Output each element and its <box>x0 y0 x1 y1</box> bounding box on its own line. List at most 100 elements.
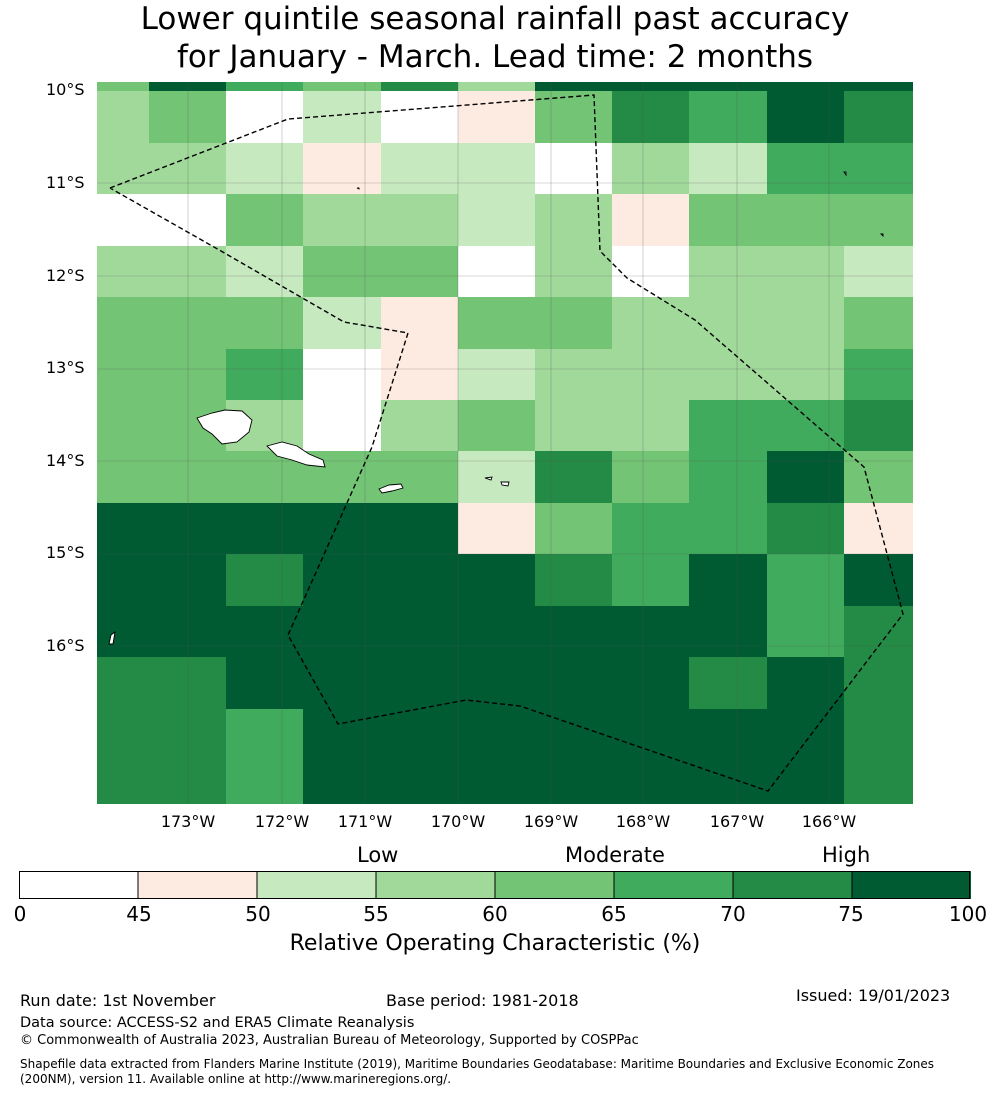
map-cell <box>844 246 913 297</box>
map-cell <box>381 554 458 606</box>
map-cell <box>844 451 913 503</box>
map-cell <box>612 709 689 804</box>
map-cell <box>226 349 303 400</box>
map-cell <box>844 606 913 657</box>
map-cell <box>97 657 149 709</box>
map-cell <box>844 91 913 143</box>
lat-label-16s: 16°S <box>46 636 85 655</box>
category-moderate: Moderate <box>565 843 665 867</box>
colorbar-segment-55-60 <box>376 871 495 899</box>
map-cell <box>381 82 458 91</box>
upolu-island <box>266 441 326 468</box>
lat-label-10s: 10°S <box>46 80 85 99</box>
colorbar-tick-0: 0 <box>13 902 27 926</box>
map-cell <box>767 194 844 246</box>
lon-label-167w: 167°W <box>709 812 765 831</box>
map-cell <box>97 709 149 804</box>
colorbar-label: Relative Operating Characteristic (%) <box>289 931 701 956</box>
issued-date: Issued: 19/01/2023 <box>796 986 951 1005</box>
map-cell <box>97 349 149 400</box>
map-cell <box>458 297 535 349</box>
map-cell <box>149 143 226 194</box>
map-cell <box>767 82 844 91</box>
map-title: Lower quintile seasonal rainfall past ac… <box>0 0 990 76</box>
map-cell <box>535 400 612 451</box>
map-cell <box>303 709 381 804</box>
map-cell <box>689 194 767 246</box>
map-cell <box>689 143 767 194</box>
rainfall-accuracy-map <box>97 82 913 804</box>
map-cell <box>767 400 844 451</box>
map-cell <box>689 606 767 657</box>
map-cell <box>689 246 767 297</box>
map-cell <box>458 91 535 143</box>
map-cell <box>535 246 612 297</box>
map-cell <box>149 194 226 246</box>
run-date: Run date: 1st November <box>20 991 216 1010</box>
map-cell <box>149 246 226 297</box>
map-cell <box>381 91 458 143</box>
map-cell <box>303 349 381 400</box>
map-cell <box>844 82 913 91</box>
map-cell <box>535 606 612 657</box>
title-line-1: Lower quintile seasonal rainfall past ac… <box>140 1 850 37</box>
map-cell <box>303 194 381 246</box>
map-cell <box>612 91 689 143</box>
colorbar-segment-60-65 <box>495 871 614 899</box>
map-cell <box>535 709 612 804</box>
copyright: © Commonwealth of Australia 2023, Austra… <box>20 1033 639 1048</box>
map-cell <box>458 503 535 554</box>
islands <box>108 171 884 645</box>
map-cell <box>381 246 458 297</box>
map-cell <box>381 451 458 503</box>
map-cell <box>535 82 612 91</box>
map-cell <box>381 194 458 246</box>
map-cell <box>458 400 535 451</box>
map-cell <box>149 451 226 503</box>
map-cell <box>303 82 381 91</box>
map-cell <box>844 400 913 451</box>
map-cell <box>689 82 767 91</box>
colorbar-tick-60: 60 <box>482 902 508 926</box>
map-cell <box>767 349 844 400</box>
map-cell <box>612 554 689 606</box>
map-cell <box>226 297 303 349</box>
shapefile-credit: Shapefile data extracted from Flanders M… <box>20 1057 935 1086</box>
map-cell <box>97 82 149 91</box>
map-cell <box>458 246 535 297</box>
lon-label-169w: 169°W <box>523 812 579 831</box>
map-cell <box>97 246 149 297</box>
map-cell <box>458 194 535 246</box>
map-cell <box>226 606 303 657</box>
map-cell <box>844 349 913 400</box>
colorbar-segment-0-45 <box>19 871 138 899</box>
map-cell <box>97 91 149 143</box>
map-cell <box>381 657 458 709</box>
map-cell <box>149 709 226 804</box>
map-cell <box>612 657 689 709</box>
map-cell <box>535 451 612 503</box>
map-cell <box>844 297 913 349</box>
map-cell <box>458 554 535 606</box>
lon-label-168w: 168°W <box>615 812 671 831</box>
map-cell <box>535 194 612 246</box>
colorbar <box>19 871 971 899</box>
map-cell <box>226 91 303 143</box>
map-cell <box>535 143 612 194</box>
colorbar-tick-65: 65 <box>601 902 627 926</box>
map-cell <box>844 657 913 709</box>
map-cell <box>303 400 381 451</box>
ofu-island <box>500 481 510 487</box>
colorbar-frame <box>19 871 970 899</box>
map-cell <box>458 606 535 657</box>
map-cell <box>97 143 149 194</box>
map-cell <box>149 554 226 606</box>
map-cell <box>226 503 303 554</box>
map-cell <box>149 91 226 143</box>
map-cell <box>689 554 767 606</box>
map-cell <box>612 143 689 194</box>
map-cell <box>381 400 458 451</box>
lat-label-14s: 14°S <box>46 451 85 470</box>
map-cell <box>303 246 381 297</box>
map-cell <box>535 349 612 400</box>
